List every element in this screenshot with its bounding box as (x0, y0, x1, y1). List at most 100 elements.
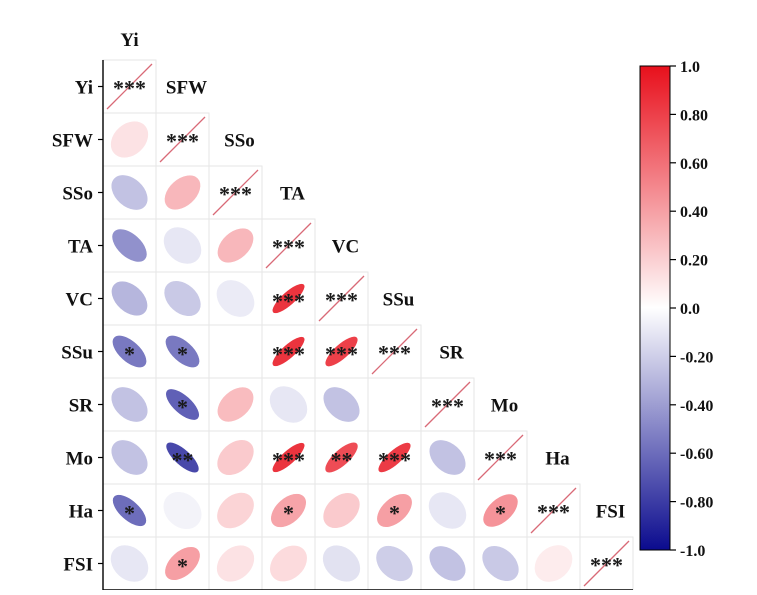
col-label-mo: Mo (491, 396, 518, 417)
sig-label-ha-yi: * (124, 501, 135, 526)
colorbar-tick-label: 0.80 (680, 107, 708, 124)
corr-ellipse-ta-yi (111, 228, 148, 263)
diagonal-line-sfw (159, 116, 206, 163)
corr-ellipse-ha-sso (216, 492, 255, 529)
diagonal-sig-sr: *** (431, 394, 464, 419)
corr-ellipse-sr-vc (322, 386, 361, 423)
sig-label-ssu-ta: *** (272, 342, 305, 367)
corr-ellipse-vc-ta (271, 283, 306, 314)
corr-ellipse-ha-sr (428, 491, 467, 530)
colorbar: 1.0 0.80 0.60 0.40 0.20 0.0 -0.20 -0.40 -0.60 -0.… (639, 59, 713, 560)
colorbar-tick-label: 0.20 (680, 253, 708, 270)
corr-ellipse-ssu-yi (112, 335, 147, 368)
col-label-sso: SSo (224, 131, 255, 152)
col-label-yi: Yi (120, 30, 138, 51)
row-label-sr: SR (69, 396, 94, 417)
corr-ellipse-mo-sr (428, 439, 467, 476)
sig-label-vc-ta: *** (272, 289, 305, 314)
corr-ellipse-fsi-sr (428, 545, 467, 582)
corr-ellipse-fsi-ha (534, 544, 573, 583)
diagonal-line-sso (212, 169, 259, 216)
diagonal-sig-yi: *** (113, 76, 146, 101)
diagonal-sig-sso: *** (219, 182, 252, 207)
diagonal-line-yi (106, 63, 153, 110)
corr-ellipse-fsi-ssu (375, 545, 414, 582)
corr-ellipse-mo-vc (324, 441, 359, 474)
row-label-fsi: FSI (63, 555, 93, 576)
sig-label-ha-ssu: * (389, 501, 400, 526)
sig-label-ssu-vc: *** (325, 342, 358, 367)
corr-ellipse-ssu-vc (324, 336, 359, 367)
colorbar-tick-label: -0.60 (680, 446, 713, 463)
corr-ellipse-sfw-yi (110, 120, 149, 159)
colorbar-tick-label: -0.40 (680, 398, 713, 415)
sig-label-mo-ta: *** (272, 448, 305, 473)
corr-ellipse-mo-ssu (377, 442, 412, 473)
sig-label-mo-sfw: ** (172, 448, 194, 473)
corr-ellipse-sr-sfw (165, 388, 200, 421)
col-label-sr: SR (439, 343, 464, 364)
corr-ellipse-vc-yi (111, 280, 148, 317)
diagonal-line-ssu (371, 328, 418, 375)
corr-ellipse-fsi-sso (216, 544, 255, 583)
corr-ellipse-mo-sfw (165, 441, 200, 474)
row-label-yi: Yi (75, 78, 93, 99)
corr-ellipse-ssu-ta (271, 336, 306, 367)
labels-layer: Yi Yi SFW SFW SSo SSo TA TA VC VC SSu SSu SR SR Mo Mo Ha… (52, 30, 625, 576)
diagonal-line-fsi (583, 540, 630, 587)
colorbar-tick-label: 0.60 (680, 156, 708, 173)
corr-ellipse-fsi-ta (269, 544, 308, 583)
sig-label-mo-ssu: *** (378, 448, 411, 473)
sig-label-ssu-yi: * (124, 342, 135, 367)
diagonal-line-ta (265, 222, 312, 269)
sig-label-mo-vc: ** (331, 448, 353, 473)
corr-ellipse-fsi-sfw (164, 546, 201, 581)
corr-ellipse-mo-ta (271, 442, 306, 473)
diagonal-line-mo (477, 434, 524, 481)
corr-ellipse-sr-yi (110, 386, 149, 423)
diagonal-sig-sfw: *** (166, 129, 199, 154)
diagonal-line-ha (530, 487, 577, 534)
sig-label-fsi-sfw: * (177, 554, 188, 579)
cells-layer: ********************************** * *** **… (106, 63, 630, 587)
corr-ellipse-sr-ta (269, 385, 308, 424)
diagonal-line-sr (424, 381, 471, 428)
colorbar-tick-label: 1.0 (680, 59, 700, 76)
colorbar-gradient (639, 65, 671, 551)
col-label-ssu: SSu (383, 290, 415, 311)
corr-ellipse-ha-vc (322, 492, 361, 529)
diagonal-sig-fsi: *** (590, 553, 623, 578)
corr-ellipse-sso-yi (110, 174, 149, 211)
corr-ellipse-ta-sfw (163, 226, 202, 265)
corr-ellipse-sr-ssu (374, 385, 415, 424)
corr-ellipse-ha-sfw (162, 491, 203, 530)
row-label-ta: TA (68, 237, 93, 258)
corr-ellipse-ssu-sfw (165, 335, 200, 368)
corr-ellipse-vc-sso (216, 279, 255, 318)
colorbar-tick-label: -1.0 (680, 543, 705, 560)
diagonal-line-vc (318, 275, 365, 322)
sig-label-sr-sfw: * (177, 395, 188, 420)
col-label-fsi: FSI (596, 502, 626, 523)
corr-ellipse-ha-ta (270, 493, 307, 528)
row-label-mo: Mo (66, 449, 93, 470)
corr-ellipse-ha-mo (482, 493, 519, 528)
colorbar-tick-label: -0.20 (680, 349, 713, 366)
corr-ellipse-ta-sso (217, 227, 254, 264)
corr-ellipse-ha-yi (112, 494, 147, 527)
diagonal-sig-ta: *** (272, 235, 305, 260)
diagonal-sig-ssu: *** (378, 341, 411, 366)
col-label-ha: Ha (545, 449, 570, 470)
sig-label-ssu-sfw: * (177, 342, 188, 367)
corr-ellipse-fsi-yi (110, 544, 149, 583)
corr-ellipse-mo-sso (216, 439, 255, 476)
col-label-vc: VC (332, 237, 359, 258)
corr-ellipse-mo-yi (110, 439, 149, 476)
corr-ellipse-fsi-vc (322, 544, 361, 583)
colorbar-tick-label: 0.40 (680, 204, 708, 221)
row-label-sfw: SFW (52, 131, 93, 152)
diagonal-sig-ha: *** (537, 500, 570, 525)
row-label-sso: SSo (62, 184, 93, 205)
